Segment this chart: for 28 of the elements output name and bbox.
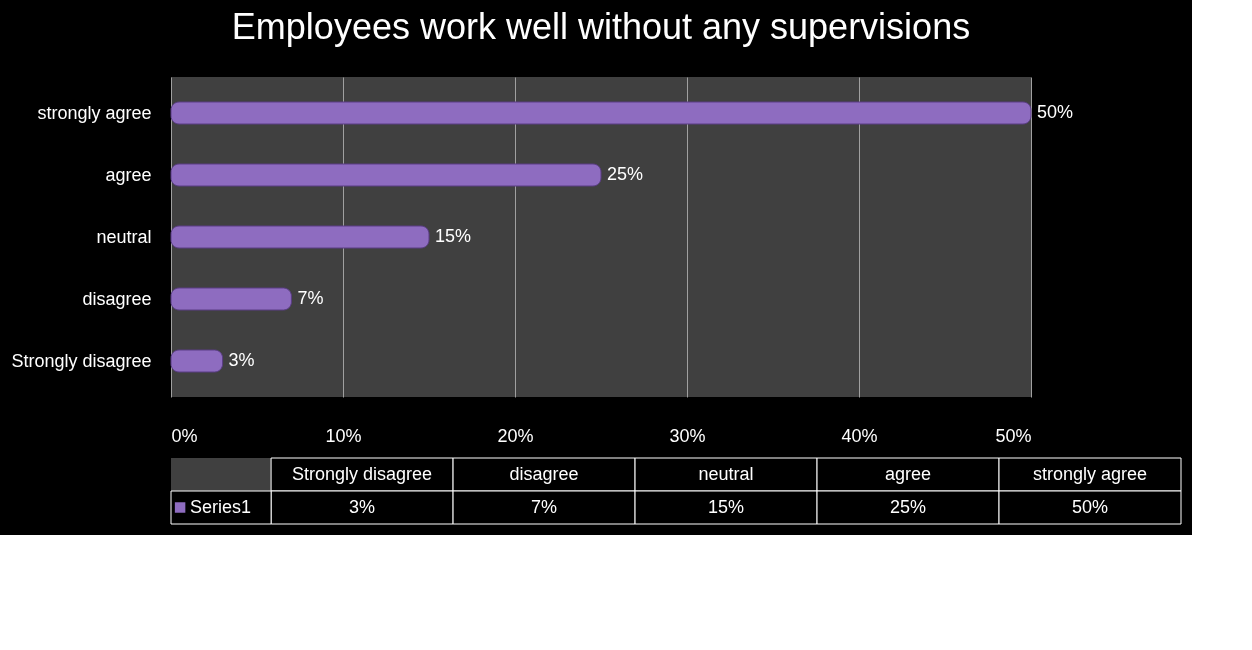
y-tick-label: strongly agree: [37, 102, 152, 123]
y-tick-label: disagree: [82, 288, 152, 309]
x-tick-label: 50%: [995, 425, 1032, 446]
text: 50%: [1071, 496, 1109, 517]
category-label: agree: [885, 463, 932, 484]
data-label: 25%: [607, 164, 644, 184]
text: 3%: [349, 496, 376, 517]
data-label: 3%: [228, 350, 255, 370]
x-tick-label: 0%: [171, 425, 198, 446]
category-label: Strongly disagree: [292, 463, 433, 484]
y-tick-label: neutral: [96, 226, 152, 247]
data-label: 15%: [435, 226, 472, 246]
x-tick-label: 20%: [497, 425, 534, 446]
y-tick-label: agree: [105, 164, 152, 185]
category-label: disagree: [509, 463, 579, 484]
chart-title: Employees work well without any supervisions: [231, 6, 971, 47]
data-label: 7%: [297, 288, 324, 308]
y-tick-label: Strongly disagree: [11, 350, 152, 371]
legend-label: Series1: [190, 496, 252, 517]
data-label: 50%: [1037, 102, 1074, 122]
category-label: strongly agree: [1032, 463, 1148, 484]
text: 15%: [708, 496, 745, 517]
x-tick-label: 10%: [325, 425, 362, 446]
text: 25%: [890, 496, 927, 517]
x-tick-label: 30%: [669, 425, 706, 446]
category-label: neutral: [698, 463, 754, 484]
x-tick-label: 40%: [841, 425, 878, 446]
text: 7%: [531, 496, 558, 517]
